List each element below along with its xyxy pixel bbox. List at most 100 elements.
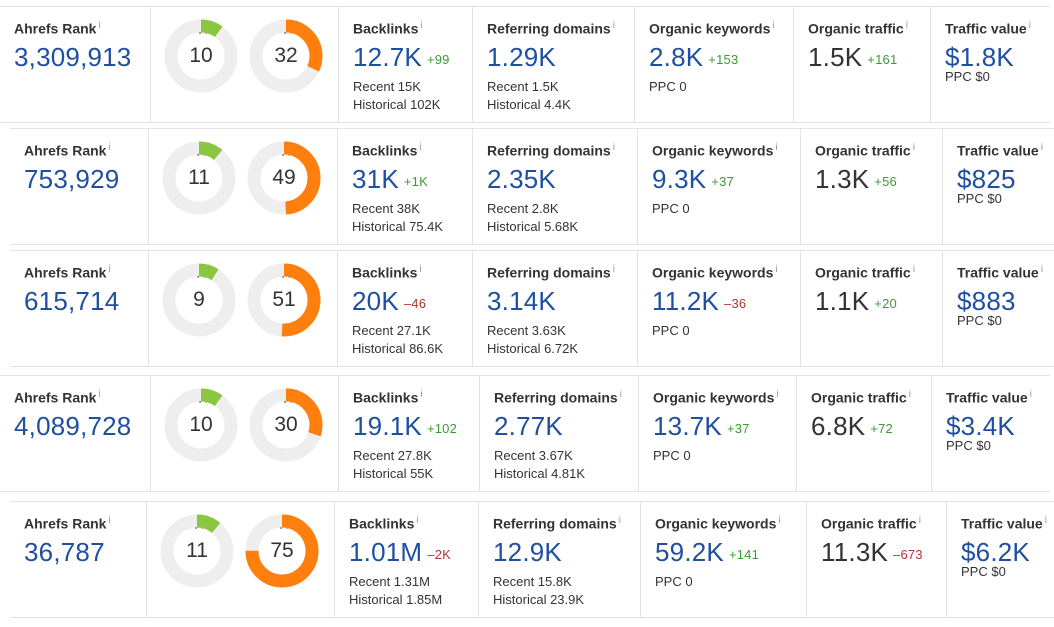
info-icon[interactable]: i [108,264,111,275]
metric-label-text: Ahrefs Rank [14,389,97,406]
gauge-arc [164,19,238,93]
info-icon[interactable]: i [912,264,915,275]
info-icon[interactable]: i [612,20,615,31]
metric-label-text: Referring domains [487,264,611,281]
metric-label-text: Referring domains [494,389,618,406]
info-icon[interactable]: i [776,389,779,400]
info-icon[interactable]: i [108,142,111,153]
info-icon[interactable]: i [908,389,911,400]
metric-value[interactable]: 59.2K +141 [655,537,759,568]
metric-delta: +99 [426,52,450,67]
metric-label: Organic traffic i [821,515,921,532]
metric-label-text: Organic traffic [811,389,907,406]
info-icon[interactable]: i [1040,142,1043,153]
metric-value[interactable]: 4,089,728 [14,411,131,442]
metric-value[interactable]: 753,929 [24,164,119,195]
info-icon[interactable]: i [1040,264,1043,275]
gauge-value: 51 [272,288,296,311]
info-icon[interactable]: i [420,389,423,400]
cell-organic-keywords: Organic keywords i 59.2K +141 PPC 0 [640,502,806,617]
metric-value[interactable]: 1.29K [487,42,556,73]
metric-value[interactable]: 1.01M –2K [349,537,451,568]
info-icon[interactable]: i [772,20,775,31]
metric-value[interactable]: 13.7K +37 [653,411,750,442]
cell-backlinks: Backlinks i 20K –46 Recent 27.1K Historical 8… [337,251,472,366]
metric-label: Referring domains i [487,142,615,159]
info-icon[interactable]: i [1029,389,1032,400]
metric-value[interactable]: 2.8K +153 [649,42,738,73]
metric-value[interactable]: $3.4K [946,411,1015,442]
metric-value[interactable]: 9.3K +37 [652,164,734,195]
info-icon[interactable]: i [918,515,921,526]
ppc-value: PPC $0 [946,438,991,453]
recent-value: Recent 38K [352,201,420,216]
info-icon[interactable]: i [1044,515,1047,526]
metric-value-text: 9.3K [652,164,707,194]
info-icon[interactable]: i [775,142,778,153]
metric-label-text: Organic traffic [815,142,911,159]
metric-value[interactable]: 19.1K +102 [353,411,457,442]
metric-value[interactable]: 11.2K –36 [652,286,746,317]
info-icon[interactable]: i [419,142,422,153]
metric-label: Traffic value i [946,389,1032,406]
metric-value-text: 13.7K [653,411,722,441]
metric-value[interactable]: 12.7K +99 [353,42,450,73]
metric-value[interactable]: 12.9K [493,537,562,568]
info-icon[interactable]: i [98,20,101,31]
info-icon[interactable]: i [612,264,615,275]
metric-value-text: 1.1K [815,286,870,316]
metric-value[interactable]: $883 [957,286,1016,317]
cell-ahrefs-rank: Ahrefs Rank i 753,929 [10,129,148,244]
gauge-arc [249,19,323,93]
metric-delta: +141 [728,547,760,562]
metric-label-text: Ahrefs Rank [24,264,107,281]
metric-label: Backlinks i [352,264,422,281]
metric-value[interactable]: $825 [957,164,1016,195]
info-icon[interactable]: i [619,389,622,400]
metric-value: 1.1K +20 [815,286,897,317]
info-icon[interactable]: i [1028,20,1031,31]
metric-delta: +56 [874,174,897,189]
info-icon[interactable]: i [778,515,781,526]
cell-referring-domains: Referring domains i 2.77K Recent 3.67K Histo… [479,376,638,491]
info-icon[interactable]: i [416,515,419,526]
info-icon[interactable]: i [612,142,615,153]
metric-value[interactable]: 20K –46 [352,286,426,317]
metric-value[interactable]: 2.77K [494,411,563,442]
info-icon[interactable]: i [98,389,101,400]
metric-value-text: 12.7K [353,42,422,72]
cell-referring-domains: Referring domains i 3.14K Recent 3.63K Histo… [472,251,637,366]
metrics-row: Ahrefs Rank i 753,929 UR i 11 DR i 49 Backlinks i 3… [10,128,1054,245]
cell-referring-domains: Referring domains i 1.29K Recent 1.5K Histor… [472,7,634,122]
metric-label: Organic traffic i [815,264,915,281]
info-icon[interactable]: i [618,515,621,526]
gauge-value: 49 [272,166,296,189]
gauge-arc [245,514,319,588]
metric-value-text: 3.14K [487,286,556,316]
metric-label: Organic keywords i [652,142,778,159]
info-icon[interactable]: i [420,20,423,31]
metric-value: 1.5K +161 [808,42,897,73]
metric-value[interactable]: 36,787 [24,537,105,568]
metric-value[interactable]: $1.8K [945,42,1014,73]
ppc-value: PPC $0 [957,191,1002,206]
cell-organic-keywords: Organic keywords i 11.2K –36 PPC 0 [637,251,800,366]
ppc-value: PPC 0 [653,448,691,463]
metric-value[interactable]: 3.14K [487,286,556,317]
info-icon[interactable]: i [419,264,422,275]
metric-value[interactable]: $6.2K [961,537,1030,568]
metric-value-text: 615,714 [24,286,120,316]
cell-ahrefs-rank: Ahrefs Rank i 4,089,728 [0,376,150,491]
metric-value[interactable]: 2.35K [487,164,556,195]
metric-value[interactable]: 3,309,913 [14,42,131,73]
info-icon[interactable]: i [912,142,915,153]
metric-value[interactable]: 615,714 [24,286,119,317]
info-icon[interactable]: i [108,515,111,526]
recent-value: Recent 2.8K [487,201,559,216]
info-icon[interactable]: i [775,264,778,275]
metric-label: Referring domains i [494,389,622,406]
metrics-row: Ahrefs Rank i 615,714 UR i 9 DR i 51 Backlinks i 20… [10,250,1054,367]
metric-label-text: Referring domains [487,142,611,159]
info-icon[interactable]: i [905,20,908,31]
metric-value[interactable]: 31K +1K [352,164,428,195]
